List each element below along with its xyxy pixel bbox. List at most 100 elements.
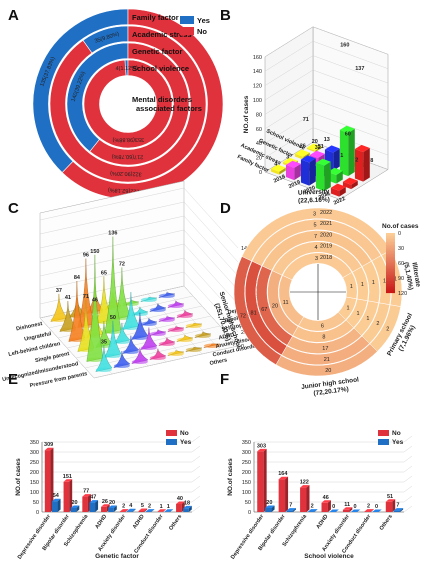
bar-side-yes [113,505,117,512]
y-grid-depth-0 [403,505,413,513]
panel-labels: A B C D E F [8,7,231,388]
heat-legend-band [386,257,395,259]
bar-side [336,170,343,184]
heat-cell [275,343,378,377]
bar-top-yes [393,508,404,511]
heat-cell [278,275,305,327]
bar-top-yes [164,509,174,512]
peak-base [149,307,166,312]
peak-label-9: 71 [83,294,89,300]
peak-base [149,331,166,336]
bar-top-yes [372,509,382,512]
bar-top-yes [350,509,361,512]
peak-base [167,351,184,356]
x-tick-year-2021: 2021 [318,190,332,201]
bar-side-no [327,500,331,512]
heat-cell-value: 4 [315,245,318,251]
bar-top [327,167,343,175]
heat-legend-band [386,269,395,271]
x-tick-year-2022: 2022 [333,196,347,207]
x-tick-category-3: ADHD [94,514,108,530]
bar-side-no [349,507,353,512]
heat-cell-value: 11 [283,300,289,306]
peak-base [176,313,193,318]
ring-no-2 [89,42,190,166]
bar-top [285,160,301,168]
z-tick-0: 0 [259,170,262,176]
peak-base [203,343,220,348]
heat-legend-band [386,246,395,249]
bar-side-no [125,509,129,512]
bar-top [270,164,286,172]
bar-no [138,511,145,512]
heat-cell-value: 7 [314,234,317,240]
bar-no [101,506,107,512]
bar-data-label-10: 4 [274,161,278,167]
peak-label-0: 37 [56,288,62,294]
bar-value-no: 2 [367,504,370,510]
x-tick-year-2020: 2020 [303,185,317,196]
bar-no [44,450,51,512]
y-tick-6: 300 [30,450,39,456]
heat-cell [267,270,299,336]
heat-legend-band [386,237,395,240]
peak [113,351,131,368]
bar-side-yes [170,509,174,512]
x-tick-category-6: Others [379,514,394,532]
bar-side-yes [76,505,80,512]
bar-top [294,149,310,157]
heat-legend-band [386,273,395,276]
bar-side-yes [57,498,61,512]
bar-value-yes: 2 [148,504,151,510]
z-grid-7 [39,187,239,249]
heat-legend-band [386,258,395,261]
bar-top [306,143,322,151]
bar-front [306,147,316,153]
bar-side-yes [95,500,99,512]
bar-value-yes: 4 [129,503,133,509]
bar-top [300,155,316,163]
y-grid-depth-5 [403,455,413,463]
bar-side-yes [314,509,318,512]
bar-side-no [392,499,396,512]
heat-cell-value: 21 [324,357,330,363]
y-tick-7: 350 [30,440,39,446]
floor-grid-y [84,335,230,369]
peak-base [131,335,148,340]
y-tick-3: 150 [30,480,39,486]
bar-yes [393,510,401,512]
left-category-1: Ungrateful [24,331,53,343]
bar-value-yes: 20 [71,500,77,506]
group-share-0: (22,6.16%) [298,196,330,204]
peak [86,254,104,362]
bar-no [82,496,88,512]
heat-cell-value: 1 [366,316,369,322]
heat-cell [353,300,379,336]
y-axis-label: NO.of cases [227,458,234,496]
heat-cell-value: 1 [347,306,350,312]
bar-top-no [364,509,374,512]
ring-yes-label-3: 4(1.12%) [115,65,138,72]
bar-top-yes [51,498,61,502]
peak [122,292,140,330]
heat-cell [337,296,357,321]
z-grid-2 [39,257,239,319]
bar-top-yes [108,505,117,508]
bar-top-no [257,448,267,452]
peak-base [185,347,202,352]
bar-side-yes [188,505,192,512]
peak-base [167,303,184,308]
heat-legend-band [386,279,395,282]
heat-legend-band [386,288,395,291]
heat-legend-band [386,266,395,268]
bar-value-no: 51 [387,494,393,500]
peak-label-8: 150 [90,249,99,255]
heat-legend-band [386,285,395,288]
bar-no [321,502,328,512]
y-tick-0: 0 [36,510,39,516]
peak [95,345,113,372]
bar-top-yes [329,509,339,512]
bar-value-yes: 7 [289,503,292,509]
z-grid-8 [264,26,389,57]
left-category-0: Dishonest [16,321,43,332]
